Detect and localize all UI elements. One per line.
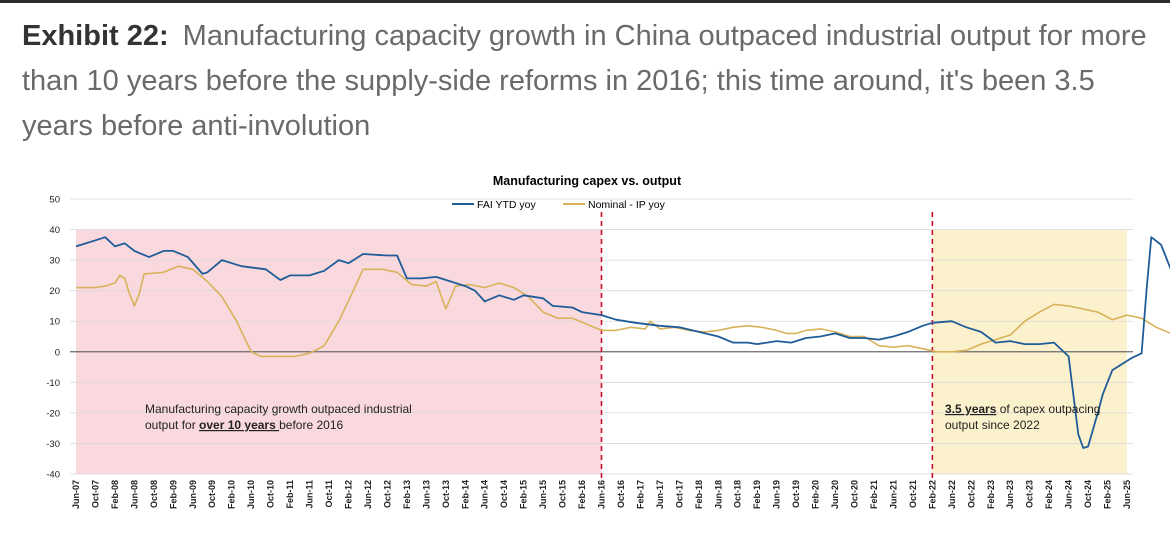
- x-tick-label: Jun-20: [830, 480, 840, 509]
- x-tick-label: Feb-23: [986, 480, 996, 509]
- x-tick-label: Feb-20: [811, 480, 821, 509]
- x-tick-label: Jun-08: [129, 480, 139, 509]
- x-tick-label: Oct-12: [382, 480, 392, 508]
- x-tick-label: Feb-16: [577, 480, 587, 509]
- x-tick-label: Oct-18: [733, 480, 743, 508]
- y-tick-label: 50: [49, 195, 60, 206]
- x-tick-label: Feb-13: [402, 480, 412, 509]
- x-tick-label: Jun-16: [597, 480, 607, 509]
- x-tick-label: Jun-23: [1005, 480, 1015, 509]
- exhibit-label: Exhibit 22:: [22, 20, 169, 52]
- x-tick-label: Jun-19: [772, 480, 782, 509]
- x-tick-label: Jun-25: [1122, 480, 1132, 509]
- x-tick-label: Feb-12: [343, 480, 353, 509]
- legend: FAI YTD yoy Nominal - IP yoy: [452, 199, 666, 211]
- x-tick-label: Feb-11: [285, 480, 295, 509]
- x-tick-label: Jun-12: [363, 480, 373, 509]
- x-tick-label: Feb-25: [1103, 480, 1113, 509]
- legend-label-nominal: Nominal - IP yoy: [588, 199, 666, 211]
- annotation-left: Manufacturing capacity growth outpaced i…: [145, 402, 412, 432]
- series-line-fai: [75, 236, 1170, 449]
- x-tick-label: Jun-24: [1064, 480, 1074, 509]
- divider-lines: [600, 212, 934, 478]
- x-tick-label: Jun-18: [713, 480, 723, 509]
- x-tick-label: Feb-18: [694, 480, 704, 509]
- top-rule: [0, 0, 1170, 3]
- x-tick-label: Feb-19: [752, 480, 762, 509]
- y-tick-label: -10: [46, 378, 60, 389]
- x-tick-label: Feb-21: [869, 480, 879, 509]
- annotation-left-pre: output for: [145, 418, 199, 432]
- x-tick-label: Oct-17: [674, 480, 684, 508]
- x-tick-label: Jun-09: [188, 480, 198, 509]
- x-tick-label: Feb-10: [227, 480, 237, 509]
- x-tick-label: Oct-10: [266, 480, 276, 508]
- y-tick-label: 20: [49, 286, 60, 297]
- x-tick-label: Jun-21: [888, 480, 898, 509]
- y-tick-label: -30: [46, 439, 60, 450]
- y-tick-label: -40: [46, 470, 60, 481]
- annotation-left-line1: Manufacturing capacity growth outpaced i…: [145, 402, 412, 416]
- x-tick-label: Oct-24: [1083, 480, 1093, 508]
- y-tick-label: -20: [46, 408, 60, 419]
- y-tick-label: 30: [49, 256, 60, 267]
- series-lines: [75, 236, 1170, 449]
- y-tick-label: 10: [49, 317, 60, 328]
- x-tick-label: Oct-09: [207, 480, 217, 508]
- x-tick-label: Oct-15: [558, 480, 568, 508]
- x-tick-label: Feb-14: [460, 480, 470, 509]
- legend-label-fai: FAI YTD yoy: [477, 199, 536, 211]
- x-tick-label: Jun-17: [655, 480, 665, 509]
- annotation-left-post: before 2016: [279, 418, 343, 432]
- x-tick-label: Oct-19: [791, 480, 801, 508]
- x-tick-label: Feb-15: [519, 480, 529, 509]
- chart-title: Manufacturing capex vs. output: [493, 174, 682, 188]
- x-tick-label: Oct-14: [499, 480, 509, 508]
- x-tick-label: Oct-13: [441, 480, 451, 508]
- exhibit-title: Manufacturing capacity growth in China o…: [22, 20, 1147, 142]
- x-tick-label: Oct-20: [850, 480, 860, 508]
- annotation-left-emphasis: over 10 years: [199, 418, 279, 432]
- x-tick-label: Jun-07: [71, 480, 81, 509]
- x-tick-label: Oct-08: [149, 480, 159, 508]
- exhibit-heading: Exhibit 22: Manufacturing capacity growth…: [22, 14, 1152, 149]
- annotation-right-line1: 3.5 years of capex outpacing: [945, 402, 1100, 416]
- x-tick-label: Feb-08: [110, 480, 120, 509]
- x-tick-label: Feb-24: [1044, 480, 1054, 509]
- x-tick-label: Jun-15: [538, 480, 548, 509]
- x-axis-ticks: Jun-07 Oct-07 Feb-08 Jun-08 Oct-08 Feb-09 Jun-…: [71, 480, 1132, 509]
- annotation-left-line2: output for over 10 years before 2016: [145, 418, 343, 432]
- x-tick-label: Jun-22: [947, 480, 957, 509]
- annotation-right-line2: output since 2022: [945, 418, 1040, 432]
- x-tick-label: Jun-10: [246, 480, 256, 509]
- x-tick-label: Oct-23: [1025, 480, 1035, 508]
- annotation-right-emphasis: 3.5 years: [945, 402, 997, 416]
- x-tick-label: Oct-07: [90, 480, 100, 508]
- y-tick-label: 40: [49, 225, 60, 236]
- x-tick-label: Jun-13: [421, 480, 431, 509]
- x-tick-label: Feb-09: [168, 480, 178, 509]
- x-tick-label: Jun-11: [305, 480, 315, 509]
- series-line-nominal: [76, 265, 1170, 358]
- annotation-right-post: of capex outpacing: [996, 402, 1100, 416]
- annotation-right: 3.5 years of capex outpacing output sinc…: [945, 402, 1100, 432]
- y-tick-label: 0: [55, 347, 60, 358]
- y-axis-ticks: 50 40 30 20 10 0 -10 -20 -30 -40: [46, 195, 60, 481]
- x-tick-label: Oct-16: [616, 480, 626, 508]
- x-tick-label: Jun-14: [480, 480, 490, 509]
- x-tick-label: Feb-22: [927, 480, 937, 509]
- x-tick-label: Oct-21: [908, 480, 918, 508]
- x-tick-label: Oct-11: [324, 480, 334, 508]
- x-tick-label: Feb-17: [635, 480, 645, 509]
- x-tick-label: Oct-22: [966, 480, 976, 508]
